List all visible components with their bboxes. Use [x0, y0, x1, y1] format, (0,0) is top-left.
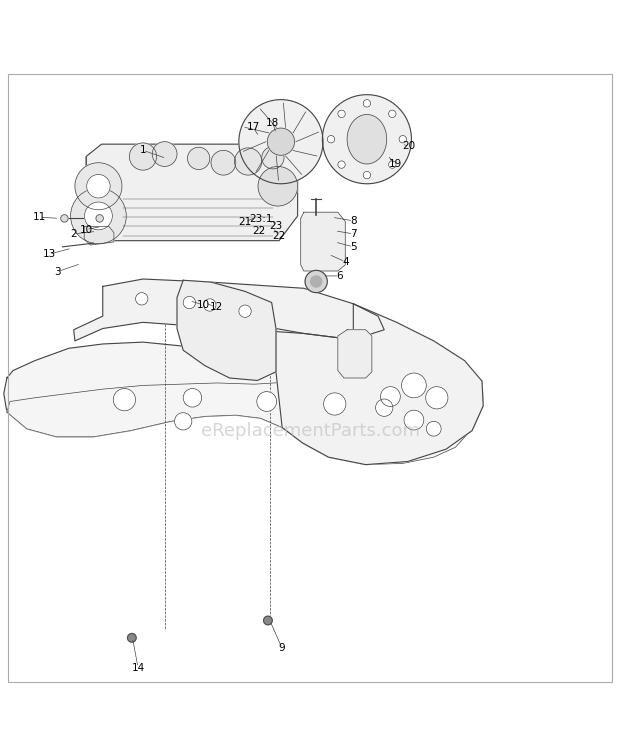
- Circle shape: [113, 389, 136, 411]
- Text: 6: 6: [337, 271, 343, 281]
- Circle shape: [327, 135, 335, 143]
- Text: 3: 3: [55, 267, 61, 277]
- Text: 4: 4: [342, 257, 348, 267]
- Circle shape: [381, 386, 401, 407]
- Circle shape: [183, 389, 202, 407]
- Text: 20: 20: [402, 141, 415, 151]
- Circle shape: [264, 616, 272, 624]
- Polygon shape: [301, 212, 345, 271]
- Circle shape: [153, 141, 177, 166]
- Circle shape: [262, 147, 284, 169]
- Circle shape: [203, 299, 216, 311]
- Circle shape: [128, 634, 136, 642]
- Circle shape: [211, 150, 236, 175]
- Circle shape: [267, 128, 294, 155]
- Circle shape: [426, 386, 448, 409]
- Circle shape: [399, 135, 407, 143]
- Circle shape: [75, 163, 122, 209]
- Text: 17: 17: [247, 122, 260, 132]
- Circle shape: [130, 143, 157, 170]
- Circle shape: [311, 276, 322, 287]
- Ellipse shape: [347, 114, 387, 164]
- Polygon shape: [338, 330, 372, 378]
- Polygon shape: [4, 342, 483, 465]
- Text: 5: 5: [350, 242, 356, 252]
- Text: 22: 22: [252, 226, 266, 236]
- Circle shape: [376, 399, 393, 417]
- Text: 23: 23: [269, 222, 283, 231]
- Text: 23:1: 23:1: [249, 214, 272, 224]
- Circle shape: [239, 100, 323, 184]
- Text: 18: 18: [266, 117, 280, 128]
- Circle shape: [71, 188, 126, 243]
- Circle shape: [324, 393, 346, 415]
- Circle shape: [338, 110, 345, 117]
- Text: 12: 12: [210, 302, 223, 312]
- Circle shape: [363, 100, 371, 107]
- Text: 22: 22: [272, 231, 286, 240]
- Circle shape: [183, 296, 195, 308]
- Text: eReplacementParts.com: eReplacementParts.com: [200, 422, 420, 439]
- Circle shape: [404, 411, 424, 430]
- Text: 7: 7: [350, 229, 356, 239]
- Text: 19: 19: [389, 159, 402, 169]
- Polygon shape: [276, 304, 483, 465]
- Circle shape: [427, 421, 441, 436]
- Circle shape: [322, 94, 412, 184]
- Circle shape: [234, 148, 262, 175]
- Text: 11: 11: [32, 212, 46, 222]
- Circle shape: [61, 215, 68, 222]
- Text: 10: 10: [79, 225, 92, 234]
- Text: 14: 14: [131, 662, 144, 673]
- Polygon shape: [86, 144, 298, 240]
- Polygon shape: [7, 378, 472, 465]
- Circle shape: [239, 305, 251, 318]
- Circle shape: [305, 271, 327, 293]
- Text: 13: 13: [42, 249, 56, 259]
- Polygon shape: [84, 227, 114, 245]
- Circle shape: [136, 293, 148, 305]
- Circle shape: [96, 215, 104, 222]
- Text: 1: 1: [140, 145, 146, 155]
- Polygon shape: [74, 279, 384, 341]
- Circle shape: [389, 110, 396, 117]
- Circle shape: [174, 413, 192, 430]
- Text: 21: 21: [239, 217, 252, 227]
- Text: 8: 8: [350, 216, 356, 226]
- Circle shape: [402, 373, 427, 398]
- Circle shape: [258, 166, 298, 206]
- Circle shape: [187, 147, 210, 169]
- Circle shape: [338, 161, 345, 169]
- Circle shape: [257, 392, 277, 411]
- Text: 2: 2: [71, 229, 77, 239]
- Circle shape: [84, 202, 112, 230]
- Circle shape: [87, 175, 110, 198]
- Circle shape: [363, 172, 371, 179]
- Text: 10: 10: [197, 300, 210, 310]
- Polygon shape: [177, 280, 276, 380]
- Circle shape: [389, 161, 396, 169]
- Text: 9: 9: [279, 643, 285, 653]
